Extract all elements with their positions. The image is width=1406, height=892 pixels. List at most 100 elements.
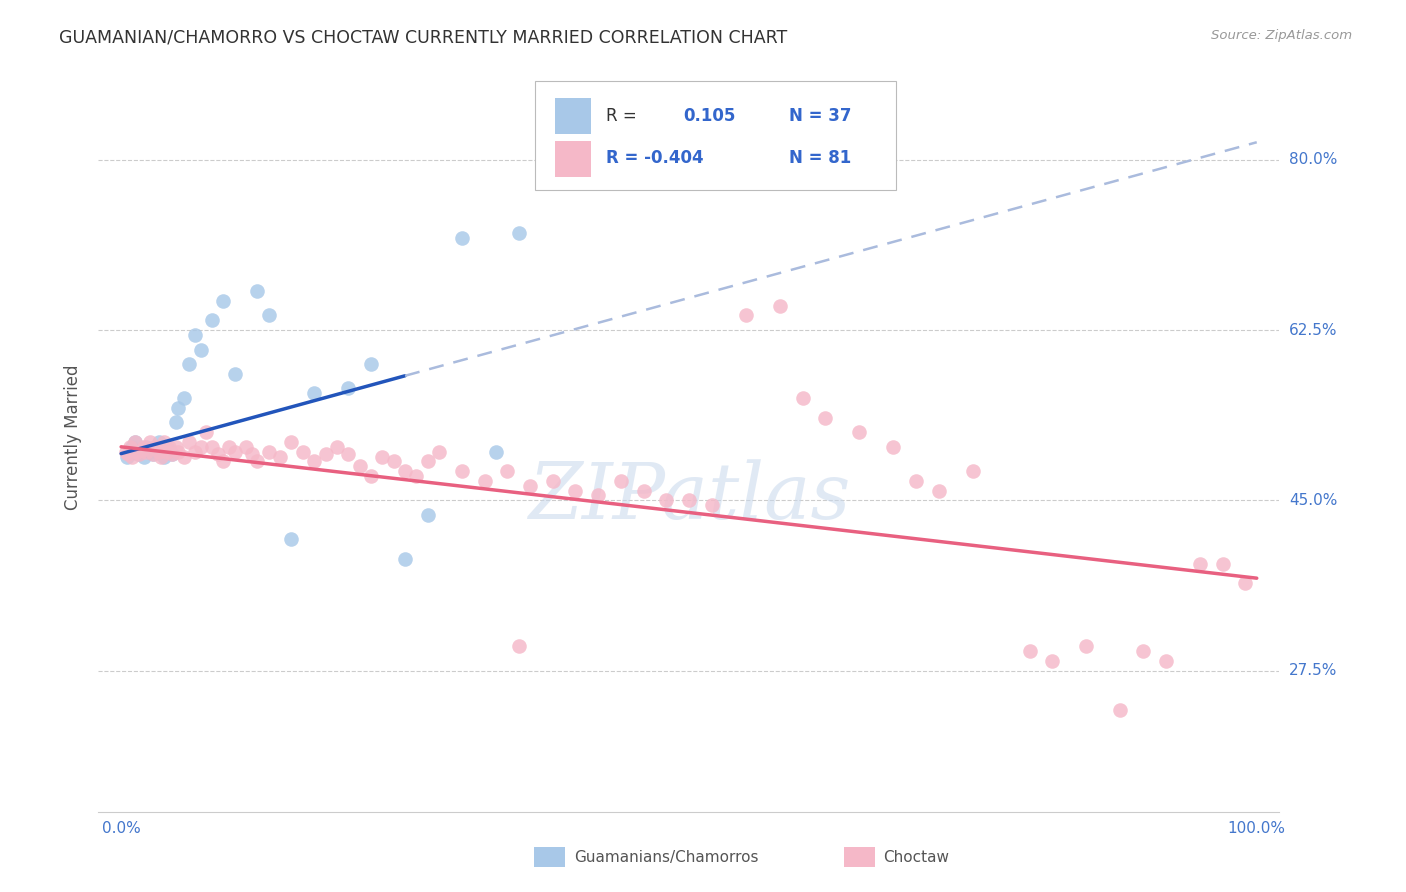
Point bbox=[928, 483, 950, 498]
Point bbox=[167, 444, 190, 458]
Text: 100.0%: 100.0% bbox=[1227, 822, 1285, 837]
Point bbox=[1109, 702, 1132, 716]
Text: 0.0%: 0.0% bbox=[101, 822, 141, 837]
Point bbox=[1154, 654, 1177, 668]
Point bbox=[240, 447, 263, 461]
Point bbox=[337, 381, 360, 395]
Text: ZIPatlas: ZIPatlas bbox=[527, 458, 851, 535]
Point bbox=[115, 450, 138, 464]
Point bbox=[142, 447, 165, 461]
Point bbox=[1188, 557, 1211, 571]
Point bbox=[678, 493, 700, 508]
Point bbox=[246, 284, 269, 298]
Point bbox=[148, 434, 170, 449]
Point bbox=[179, 434, 201, 449]
Point bbox=[125, 444, 148, 458]
Point bbox=[1132, 644, 1154, 658]
Point bbox=[124, 434, 146, 449]
Text: 0.105: 0.105 bbox=[683, 107, 735, 126]
Point bbox=[149, 444, 172, 458]
Point bbox=[157, 440, 180, 454]
Point bbox=[201, 440, 224, 454]
Point bbox=[131, 442, 153, 457]
Point bbox=[394, 551, 416, 566]
Point bbox=[326, 440, 349, 454]
Point bbox=[162, 447, 183, 461]
Point bbox=[302, 454, 325, 468]
Bar bbox=[555, 141, 591, 178]
Point bbox=[120, 440, 142, 454]
Text: 45.0%: 45.0% bbox=[1289, 493, 1337, 508]
Point bbox=[882, 440, 904, 454]
Bar bbox=[555, 97, 591, 134]
Point bbox=[1040, 654, 1063, 668]
Point bbox=[184, 444, 207, 458]
Point bbox=[734, 309, 756, 323]
Point bbox=[121, 450, 143, 464]
Point bbox=[120, 444, 142, 458]
Point bbox=[195, 425, 218, 440]
Point bbox=[143, 440, 166, 454]
Point bbox=[143, 440, 166, 454]
Point bbox=[394, 464, 416, 478]
Point bbox=[269, 450, 291, 464]
Point bbox=[149, 450, 172, 464]
Point bbox=[541, 474, 564, 488]
Point bbox=[280, 434, 302, 449]
Point bbox=[257, 444, 280, 458]
Point bbox=[349, 459, 371, 474]
Point bbox=[337, 447, 360, 461]
Point bbox=[121, 440, 143, 454]
Point bbox=[135, 440, 157, 454]
Point bbox=[257, 309, 280, 323]
Point bbox=[179, 357, 201, 371]
Point bbox=[474, 474, 496, 488]
Point bbox=[769, 299, 792, 313]
Point bbox=[1018, 644, 1040, 658]
Point bbox=[610, 474, 633, 488]
Point bbox=[157, 442, 180, 457]
Point bbox=[280, 533, 302, 547]
Text: N = 37: N = 37 bbox=[789, 107, 852, 126]
Point bbox=[155, 444, 177, 458]
Point bbox=[155, 444, 177, 458]
Point bbox=[416, 454, 439, 468]
Text: R =: R = bbox=[606, 107, 637, 126]
Point bbox=[564, 483, 586, 498]
Point bbox=[485, 444, 508, 458]
Point bbox=[135, 444, 157, 458]
Point bbox=[235, 440, 257, 454]
Point bbox=[416, 508, 439, 522]
Point bbox=[167, 401, 190, 415]
Point bbox=[905, 474, 928, 488]
Text: 80.0%: 80.0% bbox=[1289, 153, 1337, 167]
Point bbox=[586, 488, 609, 502]
Point bbox=[173, 391, 195, 405]
Point bbox=[508, 640, 530, 654]
Point bbox=[1212, 557, 1234, 571]
Point bbox=[633, 483, 655, 498]
Point bbox=[427, 444, 450, 458]
Point bbox=[127, 447, 149, 461]
Point bbox=[218, 440, 240, 454]
Point bbox=[132, 450, 155, 464]
Point bbox=[138, 434, 160, 449]
Point bbox=[153, 450, 176, 464]
Point bbox=[405, 469, 427, 483]
Point bbox=[148, 444, 170, 458]
Point bbox=[117, 447, 139, 461]
Text: GUAMANIAN/CHAMORRO VS CHOCTAW CURRENTLY MARRIED CORRELATION CHART: GUAMANIAN/CHAMORRO VS CHOCTAW CURRENTLY … bbox=[59, 29, 787, 46]
Point bbox=[138, 444, 160, 458]
Point bbox=[508, 226, 530, 240]
Point bbox=[224, 367, 246, 381]
Point bbox=[450, 464, 472, 478]
Point bbox=[700, 498, 723, 512]
Point bbox=[165, 416, 187, 430]
Point bbox=[184, 327, 207, 342]
Point bbox=[315, 447, 337, 461]
Point bbox=[519, 479, 541, 493]
Point bbox=[246, 454, 269, 468]
Point bbox=[302, 386, 325, 401]
Point bbox=[224, 444, 246, 458]
Text: Choctaw: Choctaw bbox=[883, 850, 949, 864]
